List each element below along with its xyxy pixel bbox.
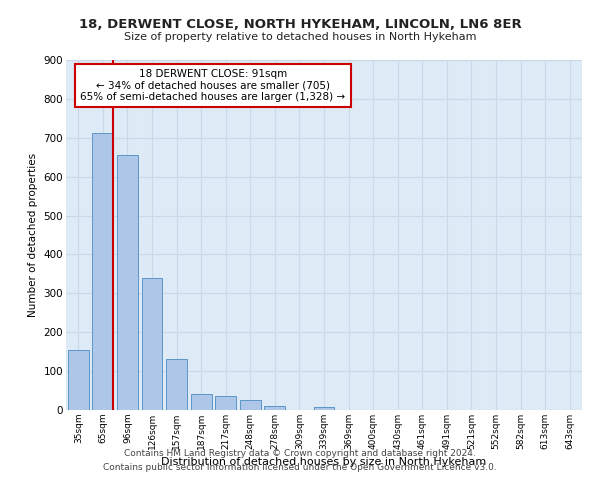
Bar bbox=[265, 406, 286, 410]
Text: Contains public sector information licensed under the Open Government Licence v3: Contains public sector information licen… bbox=[103, 464, 497, 472]
Bar bbox=[142, 278, 163, 410]
Text: Contains HM Land Registry data © Crown copyright and database right 2024.: Contains HM Land Registry data © Crown c… bbox=[124, 448, 476, 458]
Bar bbox=[68, 350, 89, 410]
Text: 18 DERWENT CLOSE: 91sqm
← 34% of detached houses are smaller (705)
65% of semi-d: 18 DERWENT CLOSE: 91sqm ← 34% of detache… bbox=[80, 69, 346, 102]
Bar bbox=[166, 360, 187, 410]
Bar bbox=[215, 396, 236, 410]
Y-axis label: Number of detached properties: Number of detached properties bbox=[28, 153, 38, 317]
X-axis label: Distribution of detached houses by size in North Hykeham: Distribution of detached houses by size … bbox=[161, 458, 487, 468]
Bar bbox=[314, 407, 334, 410]
Bar bbox=[92, 133, 113, 410]
Bar bbox=[240, 400, 261, 410]
Bar bbox=[191, 394, 212, 410]
Text: 18, DERWENT CLOSE, NORTH HYKEHAM, LINCOLN, LN6 8ER: 18, DERWENT CLOSE, NORTH HYKEHAM, LINCOL… bbox=[79, 18, 521, 30]
Bar bbox=[117, 156, 138, 410]
Text: Size of property relative to detached houses in North Hykeham: Size of property relative to detached ho… bbox=[124, 32, 476, 42]
